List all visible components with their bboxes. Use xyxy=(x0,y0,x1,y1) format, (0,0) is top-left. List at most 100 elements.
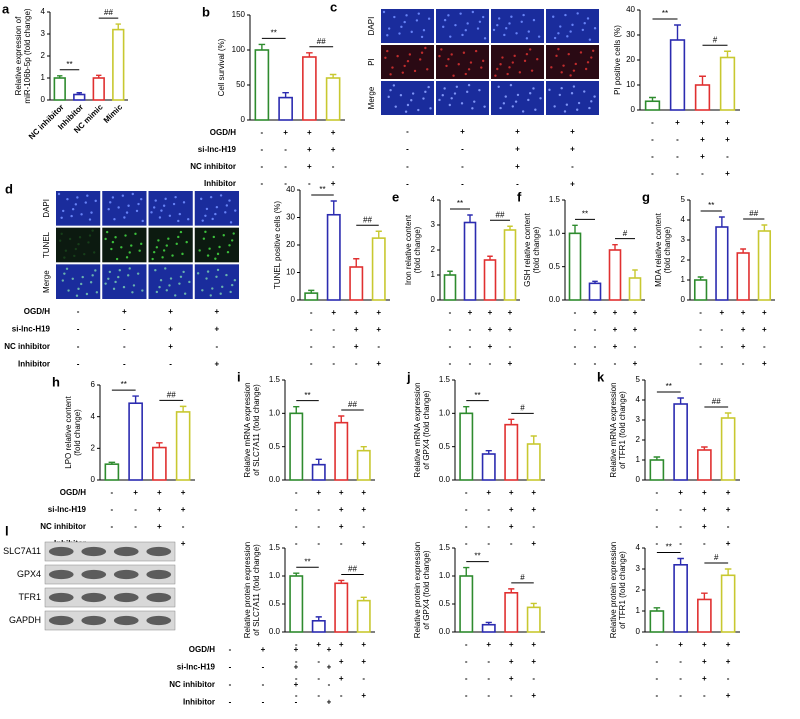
cell-dot xyxy=(61,279,65,282)
bar xyxy=(715,226,729,301)
y-tick-label: 1.0 xyxy=(439,408,451,417)
y-axis-label: MDA relative content xyxy=(654,212,663,287)
condition-mark: - xyxy=(465,539,468,548)
cell-dot xyxy=(130,244,133,247)
cell-dot xyxy=(182,201,186,204)
cell-dot xyxy=(565,103,569,106)
cell-dot xyxy=(179,275,183,278)
cell-dot xyxy=(215,275,218,278)
condition-mark: - xyxy=(308,179,311,188)
cell-dot xyxy=(162,204,166,207)
micrograph xyxy=(102,191,147,226)
cell-dot xyxy=(420,51,424,54)
y-tick-label: 2 xyxy=(636,435,641,444)
significance-label: ** xyxy=(582,209,588,218)
cell-dot xyxy=(553,36,557,40)
error-bar xyxy=(282,92,289,98)
condition-mark: - xyxy=(77,342,80,351)
cell-dot xyxy=(85,292,89,296)
condition-mark: + xyxy=(283,128,288,137)
condition-mark: - xyxy=(726,152,729,161)
condition-mark: + xyxy=(331,179,336,188)
error-bar xyxy=(308,289,315,294)
cell-dot xyxy=(226,250,230,254)
condition-mark: - xyxy=(295,539,298,548)
error-bar xyxy=(315,458,322,465)
cell-dot xyxy=(481,15,485,19)
y-tick-label: 0 xyxy=(41,95,46,104)
cell-dot xyxy=(174,294,177,297)
bar xyxy=(504,423,519,481)
significance-label: ## xyxy=(104,8,113,17)
error-bar xyxy=(674,24,681,40)
cell-dot xyxy=(206,254,210,257)
y-tick-label: 0 xyxy=(291,295,296,304)
cell-dot xyxy=(132,284,136,287)
condition-mark: + xyxy=(261,645,266,654)
cell-dot xyxy=(58,239,62,242)
cell-dot xyxy=(427,17,431,20)
cell-dot xyxy=(73,254,76,258)
condition-mark: - xyxy=(703,539,706,548)
cell-dot xyxy=(57,192,61,196)
blot-band xyxy=(81,592,107,603)
y-tick-label: 1.5 xyxy=(269,375,281,384)
cell-dot xyxy=(165,289,168,292)
significance-label: ## xyxy=(167,390,176,399)
blot-band xyxy=(113,615,139,626)
cell-dot xyxy=(74,247,78,251)
condition-mark: - xyxy=(634,342,637,351)
cell-dot xyxy=(205,277,208,280)
y-axis-label: LPO relative content xyxy=(64,395,73,468)
cell-dot xyxy=(586,61,590,64)
row-label: GPX4 xyxy=(17,569,41,579)
condition-mark: + xyxy=(702,505,707,514)
condition-mark: + xyxy=(702,674,707,683)
y-axis-label: of GPX4 (fold change) xyxy=(422,390,431,469)
bar xyxy=(53,77,66,101)
condition-mark: - xyxy=(703,691,706,700)
cell-dot xyxy=(204,230,207,234)
condition-mark: - xyxy=(532,522,535,531)
bar xyxy=(443,274,457,301)
condition-mark: + xyxy=(327,698,332,707)
cell-dot xyxy=(91,274,94,277)
condition-mark: - xyxy=(295,522,298,531)
cell-dot xyxy=(530,69,534,72)
condition-mark: - xyxy=(216,342,219,351)
significance-label: # xyxy=(520,573,525,582)
row-label: DAPI xyxy=(367,17,376,36)
condition-mark: - xyxy=(510,539,513,548)
row-label: TFR1 xyxy=(19,592,42,602)
y-tick-label: 0.5 xyxy=(439,599,451,608)
y-tick-label: 1.0 xyxy=(439,571,451,580)
panel-letter: g xyxy=(642,189,650,204)
y-tick-label: 10 xyxy=(626,80,635,89)
cell-dot xyxy=(202,237,206,240)
error-bar xyxy=(649,96,656,102)
error-bar xyxy=(677,557,684,565)
cell-dot xyxy=(387,27,391,30)
blot-strip xyxy=(44,564,176,585)
condition-mark: + xyxy=(181,539,186,548)
micrograph xyxy=(381,81,434,115)
cell-dot xyxy=(413,69,417,73)
condition-mark: - xyxy=(516,180,519,189)
cell-dot xyxy=(67,289,70,292)
cell-dot xyxy=(91,229,94,232)
cell-dot xyxy=(453,92,457,95)
condition-mark: - xyxy=(487,539,490,548)
condition-mark: - xyxy=(406,127,409,136)
condition-mark: - xyxy=(317,691,320,700)
y-tick-label: 2 xyxy=(41,51,46,60)
condition-mark: + xyxy=(675,118,680,127)
bar xyxy=(757,230,772,301)
significance-label: ## xyxy=(749,209,758,218)
condition-mark: + xyxy=(331,145,336,154)
bar xyxy=(588,282,602,301)
condition-mark: + xyxy=(361,539,366,548)
error-bar xyxy=(338,415,345,423)
bar xyxy=(608,249,622,301)
cell-dot xyxy=(131,192,134,196)
